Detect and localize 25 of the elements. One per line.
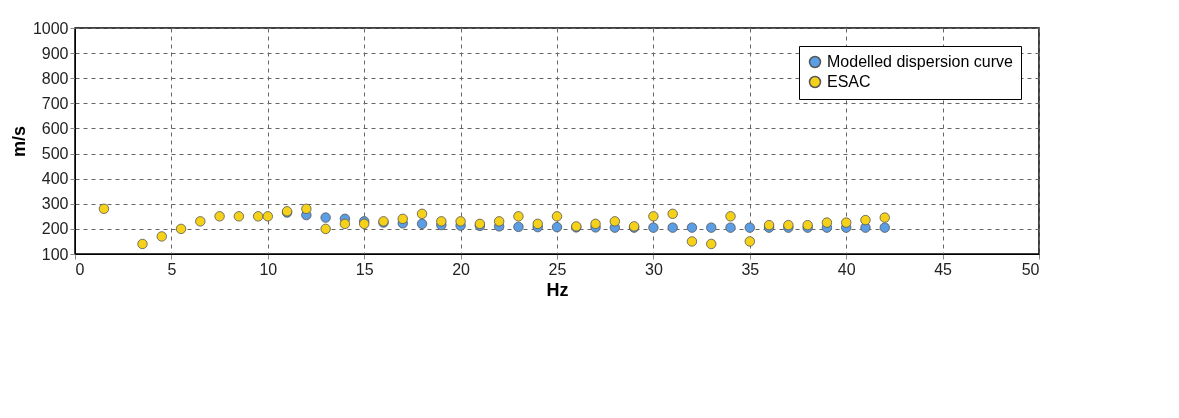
x-tick-label: 5 <box>167 260 177 278</box>
x-tick-label: 45 <box>934 260 953 278</box>
x-tick-label: 20 <box>452 260 471 278</box>
x-axis-title: Hz <box>546 279 569 300</box>
y-tick-label: 500 <box>41 145 69 163</box>
x-tick-label: 30 <box>645 260 663 278</box>
y-tick-label: 900 <box>41 44 69 62</box>
x-tick-label: 10 <box>259 260 278 278</box>
x-tick-label: 40 <box>837 260 856 278</box>
y-tick-label: 800 <box>41 69 69 87</box>
y-axis-title: m/s <box>8 125 29 158</box>
legend-label: ESAC <box>827 73 871 90</box>
x-tick-label: 35 <box>741 260 760 278</box>
y-tick-label: 300 <box>41 195 69 213</box>
y-tick-label: 100 <box>41 245 69 263</box>
y-tick-label: 600 <box>41 119 69 137</box>
x-tick-label: 25 <box>548 260 567 278</box>
x-tick-label: 0 <box>75 260 85 278</box>
x-tick-label: 15 <box>355 260 374 278</box>
legend-label: Modelled dispersion curve <box>827 53 1013 70</box>
y-tick-label: 200 <box>41 220 69 238</box>
y-tick-label: 400 <box>41 170 69 188</box>
x-tick-label: 50 <box>1021 260 1040 278</box>
y-tick-label: 1000 <box>32 19 69 37</box>
y-tick-label: 700 <box>41 94 69 112</box>
